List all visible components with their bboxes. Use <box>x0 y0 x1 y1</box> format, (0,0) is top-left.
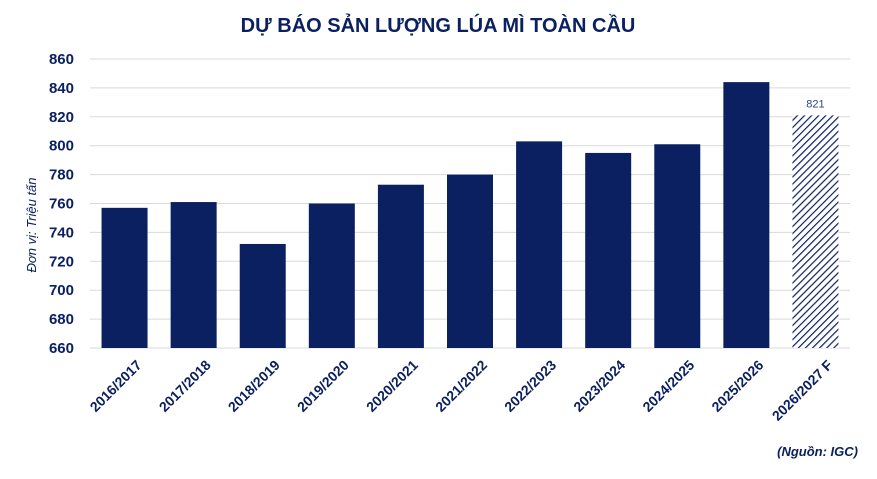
bar <box>585 152 632 348</box>
y-tick-label: 740 <box>49 224 74 241</box>
x-tick-label: 2018/2019 <box>225 357 283 415</box>
x-tick-label: 2017/2018 <box>156 357 214 415</box>
bar <box>308 203 355 348</box>
bar <box>723 82 770 349</box>
y-tick-label: 680 <box>49 311 74 328</box>
y-tick-label: 780 <box>49 167 74 184</box>
x-axis-ticks: 2016/2017 2017/2018 2018/2019 2019/2020 2020… <box>87 356 836 423</box>
x-tick-label: 2024/2025 <box>639 357 697 415</box>
bar <box>516 141 563 348</box>
data-labels: 821 <box>806 98 824 110</box>
x-tick-label: 2026/2027 F <box>769 356 836 423</box>
x-tick-label: 2023/2024 <box>570 357 628 415</box>
y-tick-label: 660 <box>49 340 74 357</box>
y-tick-label: 760 <box>49 196 74 213</box>
bar <box>654 144 701 348</box>
bar <box>239 243 286 348</box>
y-axis-label: Đơn vị: Triệu tấn <box>24 177 39 272</box>
y-tick-label: 700 <box>49 282 74 299</box>
y-tick-label: 720 <box>49 253 74 270</box>
x-tick-label: 2022/2023 <box>501 357 559 415</box>
chart-title: DỰ BÁO SẢN LƯỢNG LÚA MÌ TOÀN CẦU <box>241 13 636 37</box>
y-tick-label: 840 <box>49 80 74 97</box>
y-tick-label: 860 <box>49 51 74 68</box>
forecast-bar <box>792 115 839 348</box>
bar <box>447 174 493 348</box>
bar <box>101 207 148 348</box>
y-axis-ticks: 660 680 700 720 740 760 780 800 820 840 860 <box>49 51 74 357</box>
x-tick-label: 2021/2022 <box>432 357 490 415</box>
x-tick-label: 2019/2020 <box>294 357 352 415</box>
source-note: (Nguồn: IGC) <box>777 444 858 459</box>
bar <box>377 184 424 348</box>
x-tick-label: 2016/2017 <box>87 357 145 415</box>
y-tick-label: 820 <box>49 109 74 126</box>
bar <box>170 202 217 348</box>
x-tick-label: 2020/2021 <box>363 357 421 415</box>
x-tick-label: 2025/2026 <box>708 357 766 415</box>
data-label: 821 <box>806 98 824 110</box>
y-tick-label: 800 <box>49 138 74 155</box>
bars <box>101 82 839 349</box>
